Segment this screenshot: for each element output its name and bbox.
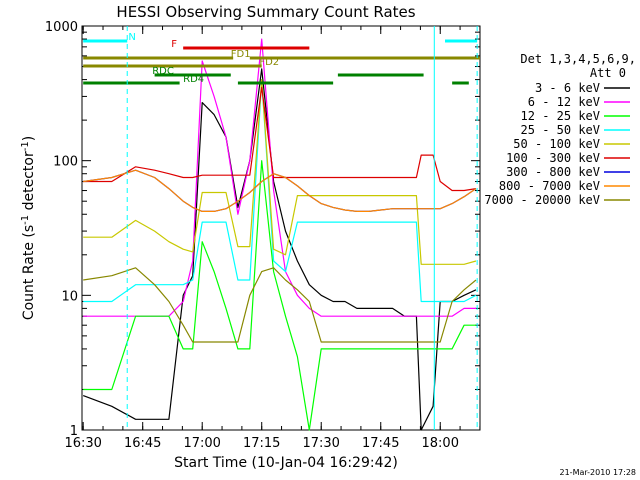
x-tick-label: 17:15	[243, 436, 280, 451]
plot-frame	[81, 25, 481, 431]
flag-label-fd2: FD2	[259, 57, 279, 68]
y-axis-label-sup1: -1	[20, 215, 31, 225]
series-line-8	[83, 267, 477, 343]
y-axis-label-mid: detector	[21, 151, 37, 215]
x-tick-label: 16:45	[124, 436, 161, 451]
series-line-5	[83, 86, 477, 192]
y-tick-label: 1	[70, 424, 78, 439]
series-lines	[82, 38, 477, 431]
y-axis-label: Count Rate (s-1 detector-1)	[20, 136, 37, 320]
y-tick-label: 1000	[45, 20, 78, 35]
footer-timestamp: 21-Mar-2010 17:28	[560, 468, 637, 477]
y-axis-label-sup2: -1	[20, 141, 31, 151]
chart-title: HESSI Observing Summary Count Rates	[116, 3, 415, 21]
series-line-0	[82, 68, 477, 431]
legend-entry-label: 7000 - 20000 keV	[484, 193, 600, 207]
x-tick-label: 17:00	[183, 436, 220, 451]
legend-entry-label: 25 - 50 keV	[521, 123, 600, 137]
legend-header-line2: Att 0	[590, 66, 626, 80]
x-axis-label: Start Time (10-Jan-04 16:29:42)	[174, 455, 398, 471]
legend-entry-label: 300 - 800 keV	[506, 165, 600, 179]
legend-entry-label: 12 - 25 keV	[521, 109, 600, 123]
axis-ticks: 16:30 16:45 17:00 17:15 17:30 17:45 18:00 1 10 10…	[45, 20, 481, 451]
legend-entry-label: 3 - 6 keV	[535, 81, 600, 95]
vertical-markers	[126, 26, 478, 430]
series-line-2	[83, 160, 476, 431]
flag-label-rdc: RDC	[152, 66, 174, 77]
y-tick-label: 100	[53, 155, 78, 170]
flag-label-rd4: RD4	[183, 74, 204, 85]
x-tick-label: 17:30	[302, 436, 339, 451]
x-tick-label: 16:30	[64, 436, 101, 451]
flag-label-f: F	[171, 39, 177, 50]
x-tick-label: 18:00	[422, 436, 459, 451]
series-line-3	[83, 78, 477, 303]
flag-label-fd1: FD1	[231, 49, 251, 60]
series-line-4	[83, 78, 477, 265]
legend-entry-label: 800 - 7000 keV	[499, 179, 600, 193]
y-tick-label: 10	[61, 289, 78, 304]
flag-label-n: N	[128, 32, 135, 43]
x-tick-label: 17:45	[362, 436, 399, 451]
legend-entry-label: 100 - 300 keV	[506, 151, 600, 165]
legend-entry-label: 50 - 100 keV	[513, 137, 600, 151]
flag-bars: N F FD1 FD2 RDC RD4	[83, 32, 480, 85]
series-line-1	[83, 38, 476, 317]
legend-entry-label: 6 - 12 keV	[528, 95, 600, 109]
series-line-7	[83, 169, 477, 212]
y-axis-label-main: Count Rate (s	[21, 225, 37, 320]
legend-header-line1: Det 1,3,4,5,6,9,	[520, 52, 636, 66]
y-axis-label-end: )	[21, 136, 37, 141]
